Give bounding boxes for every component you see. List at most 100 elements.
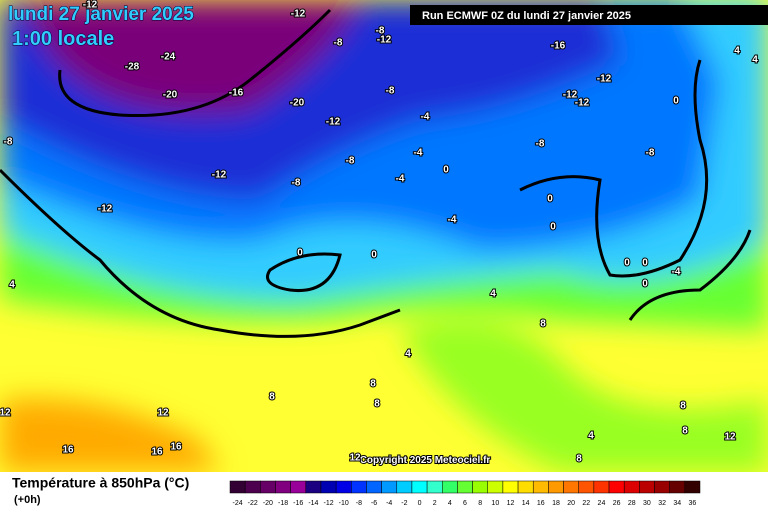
contour-label: 4 [588,431,594,442]
colorbar-tick-label: -4 [386,500,392,507]
contour-label: -16 [229,88,244,99]
colorbar-tick-label: 14 [522,500,530,507]
colorbar-cell [548,480,564,494]
contour-label: 0 [443,165,449,176]
colorbar-cell [229,480,246,494]
colorbar-cell [502,480,519,494]
contour-label: -12 [98,204,113,215]
contour-label: 8 [682,426,688,437]
colorbar-tick-label: 18 [552,500,560,507]
contour-label: 8 [680,401,686,412]
contour-label: -4 [396,174,405,185]
contour-label: 16 [170,442,182,453]
colorbar-tick-label: 28 [628,500,636,507]
colorbar-cell [244,480,261,494]
contour-label: -4 [421,112,430,123]
colorbar-cell [275,480,291,494]
contour-label: 4 [490,289,496,300]
contour-label: -12 [377,35,392,46]
colorbar-cell [563,480,579,494]
contour-label: -8 [386,86,395,97]
colorbar-cell [305,480,322,494]
colorbar-tick-label: 32 [658,500,666,507]
colorbar-tick-label: 22 [582,500,590,507]
contour-label: -4 [672,267,681,278]
contour-label: -12 [597,74,612,85]
contour-label: 16 [151,447,163,458]
colorbar-tick-label: 10 [491,500,499,507]
colorbar-cell [381,480,398,494]
colorbar-tick-label: 2 [433,500,437,507]
colorbar-cell [684,480,701,494]
contour-label: -8 [4,137,13,148]
contour-label: 12 [724,432,736,443]
colorbar-tick-label: -20 [263,500,273,507]
contour-label: 8 [576,454,582,465]
contour-label: -8 [646,148,655,159]
run-box [410,5,768,25]
contour-label: 0 [371,250,377,261]
contour-label: -12 [326,117,341,128]
contour-label: 12 [0,408,11,419]
colorbar-tick-label: 36 [689,500,697,507]
contour-label: -8 [376,26,385,37]
contour-label: -24 [161,52,176,63]
colorbar-tick-label: 16 [537,500,545,507]
colorbar-cell [472,480,488,494]
contour-label: 8 [370,379,376,390]
contour-label: 8 [540,319,546,330]
colorbar-tick-label: -10 [339,500,349,507]
contour-label: 12 [349,453,361,464]
contour-label: 4 [9,280,15,291]
contour-label: -8 [536,139,545,150]
colorbar-tick-label: -6 [371,500,377,507]
colorbar-tick-label: 26 [613,500,621,507]
colorbar-cell [351,480,367,494]
colorbar-cell [578,480,595,494]
contour-label: -8 [346,156,355,167]
colorbar-tick-label: -12 [323,500,333,507]
contour-label: -12 [291,9,306,20]
colorbar-tick-label: 24 [598,500,606,507]
colorbar-tick-label: -2 [401,500,407,507]
colorbar-cell [608,480,625,494]
colorbar-cell [442,480,458,494]
colorbar-tick-label: 20 [567,500,575,507]
contour-label: 0 [550,222,556,233]
contour-label: 0 [297,248,303,259]
colorbar-tick-label: 12 [507,500,515,507]
colorbar-tick-label: 0 [418,500,422,507]
contour-label: -12 [83,0,98,11]
contour-label: 0 [547,194,553,205]
colorbar-tick-label: -18 [278,500,288,507]
colorbar-cell [669,480,686,494]
colorbar-tick-label: -14 [308,500,318,507]
contour-label: -20 [290,98,305,109]
colorbar-tick-label: -16 [293,500,303,507]
contour-label: -8 [292,178,301,189]
colorbar-tick-label: -22 [248,500,258,507]
contour-label: -16 [551,41,566,52]
map-time: 1:00 locale [12,28,114,50]
contour-label: -12 [575,98,590,109]
colorbar-cell [396,480,413,494]
colorbar-tick-label: 4 [448,500,452,507]
contour-label: 0 [624,258,630,269]
colorbar-cell [426,480,443,494]
colorbar-cell [320,480,337,494]
colorbar-cell [593,480,610,494]
contour-labels: -12-12-8-12-8 -16-24-28-20 -16-20-8-12-12-… [0,0,759,466]
colorbar: -24 -22 -20 -18 -16 -14 -12 -10 -8 -6 -4 -2 0 2 4 6 8 10 1… [229,480,701,507]
contour-label: 0 [642,279,648,290]
colorbar-tick-label: 8 [478,500,482,507]
colorbar-cell [623,480,640,494]
map-title: lundi 27 janvier 2025 [8,4,194,25]
contour-label: 0 [642,258,648,269]
colorbar-cell [290,480,307,494]
run-label: Run ECMWF 0Z du lundi 27 janvier 2025 [422,10,631,22]
contour-label: 12 [157,408,169,419]
colorbar-cell [260,480,276,494]
contour-label: -12 [563,90,578,101]
colorbar-cell [654,480,670,494]
